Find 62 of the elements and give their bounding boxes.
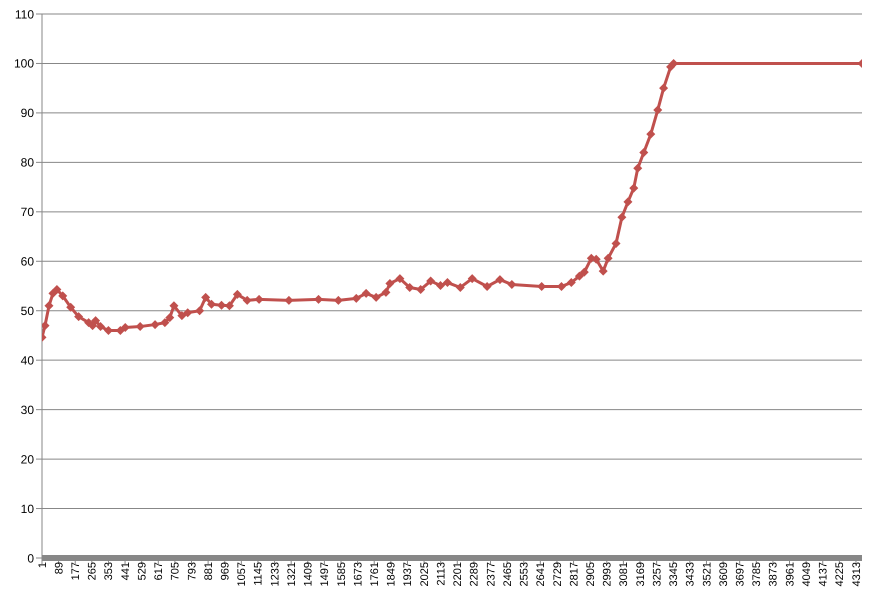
x-tick-label: 529 <box>136 562 148 580</box>
x-tick-label: 2993 <box>602 562 614 586</box>
y-tick-label: 30 <box>20 402 34 417</box>
x-tick-label: 1761 <box>369 562 382 586</box>
x-tick-label: 2201 <box>452 562 464 586</box>
y-tick-label: 80 <box>20 156 34 170</box>
y-tick-label: 60 <box>20 254 34 269</box>
y-tick-label: 40 <box>20 353 34 368</box>
x-tick-label: 353 <box>103 562 116 580</box>
x-tick-label: 3521 <box>701 562 714 586</box>
x-tick-label: 3169 <box>634 562 647 586</box>
x-tick-label: 3697 <box>734 562 746 586</box>
x-tick-label: 1145 <box>252 562 265 586</box>
x-tick-label: 2465 <box>502 562 514 586</box>
x-tick-label: 4225 <box>834 562 846 586</box>
x-tick-label: 3433 <box>684 562 697 586</box>
x-tick-label: 1409 <box>302 562 315 586</box>
x-tick-label: 4313 <box>850 562 863 586</box>
x-tick-label: 3961 <box>784 562 796 586</box>
y-tick-label: 20 <box>20 452 34 466</box>
x-tick-label: 1497 <box>319 562 332 586</box>
y-tick-label: 90 <box>20 106 34 120</box>
x-tick-label: 705 <box>170 562 182 580</box>
x-tick-label: 1 <box>36 562 49 568</box>
x-tick-label: 3609 <box>718 562 730 586</box>
y-tick-label: 100 <box>14 56 34 71</box>
x-tick-label: 3081 <box>618 562 630 586</box>
x-tick-label: 3873 <box>768 562 780 586</box>
y-tick-label: 0 <box>27 551 34 566</box>
x-tick-label: 3785 <box>751 562 764 586</box>
x-tick-label: 2641 <box>535 562 548 586</box>
x-tick-label: 2289 <box>468 562 481 586</box>
y-tick-label: 70 <box>20 205 34 220</box>
y-tick-label: 110 <box>14 7 34 22</box>
x-tick-label: 2377 <box>485 562 498 586</box>
x-tick-label: 1233 <box>269 562 282 586</box>
x-tick-label: 3257 <box>651 562 664 586</box>
x-tick-label: 4049 <box>800 562 813 586</box>
x-tick-label: 793 <box>186 562 198 580</box>
x-tick-label: 1937 <box>402 562 414 586</box>
x-tick-label: 4137 <box>818 562 830 586</box>
x-tick-label: 1057 <box>236 562 248 586</box>
x-tick-label: 89 <box>53 562 66 574</box>
x-tick-label: 1585 <box>336 562 348 586</box>
x-tick-label: 881 <box>202 562 215 580</box>
x-tick-label: 2905 <box>584 562 597 586</box>
x-tick-label: 969 <box>220 562 232 580</box>
x-tick-label: 2729 <box>552 562 564 586</box>
x-tick-label: 2025 <box>418 562 431 586</box>
x-tick-label: 265 <box>86 562 99 580</box>
x-tick-label: 177 <box>70 562 82 580</box>
x-tick-label: 1849 <box>386 562 398 586</box>
y-tick-label: 50 <box>20 304 34 318</box>
x-tick-label: 2113 <box>435 562 448 586</box>
y-tick-label: 10 <box>20 502 34 516</box>
x-tick-label: 617 <box>153 562 166 580</box>
x-tick-label: 1321 <box>286 562 298 586</box>
x-tick-label: 1673 <box>352 562 364 586</box>
x-tick-label: 441 <box>120 562 132 580</box>
x-tick-label: 2553 <box>518 562 531 586</box>
x-tick-label: 2817 <box>568 562 580 586</box>
x-tick-label: 3345 <box>668 562 680 586</box>
